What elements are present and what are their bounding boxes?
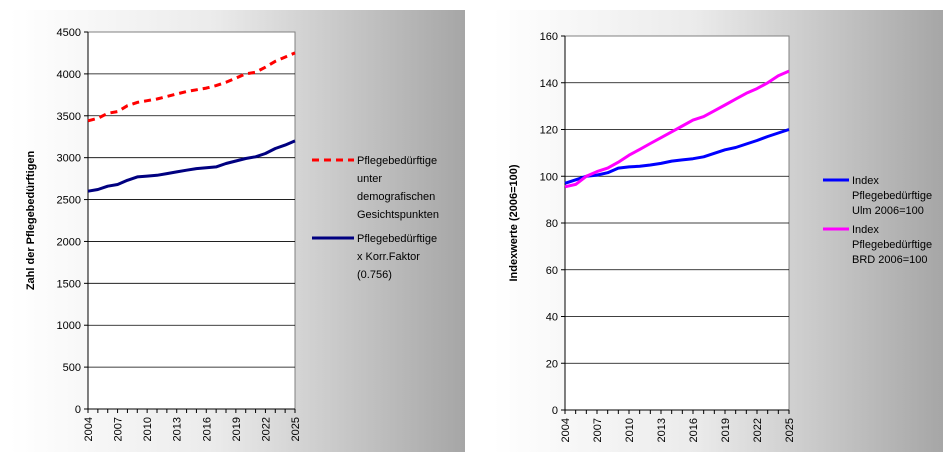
y-tick-label: 3500: [57, 111, 81, 123]
y-tick-label: 0: [75, 404, 81, 416]
x-tick-label: 2004: [560, 418, 572, 442]
series-line-2: [87, 139, 296, 193]
legend-label-1: Ulm 2006=100: [852, 205, 924, 217]
legend-label-1: unter: [357, 173, 382, 185]
legend-label-2: BRD 2006=100: [852, 254, 928, 266]
x-tick-label: 2010: [142, 417, 154, 441]
legend-label-2: x Korr.Faktor: [357, 251, 420, 263]
x-tick-label: 2022: [752, 418, 764, 442]
left-chart: 0 500 1000 1500 2000 2500 3000 3500 4000 4500 2004…: [10, 10, 465, 452]
legend-label-1: Pflegebedürftige: [357, 155, 437, 167]
y-axis-title: Indexwerte (2006=100): [508, 164, 520, 281]
legend-label-2: Pflegebedürftige: [852, 239, 932, 251]
series-line-2: [564, 69, 790, 189]
y-tick-label: 160: [540, 31, 558, 43]
x-tick-label: 2016: [201, 417, 213, 441]
x-tick-label: 2025: [290, 417, 302, 441]
plot-area: [87, 31, 296, 410]
right-chart: 0 20 40 60 80 100 120 140 160 2004 2007 2010 2013 201…: [493, 10, 943, 452]
x-tick-label: 2022: [260, 417, 272, 441]
y-tick-label: 1500: [57, 278, 81, 290]
y-tick-label: 500: [63, 362, 81, 374]
legend-label-1: Index: [852, 175, 879, 187]
x-tick-label: 2019: [720, 418, 732, 442]
y-tick-label: 2500: [57, 195, 81, 207]
x-tick-label: 2013: [656, 418, 668, 442]
x-tick-label: 2016: [688, 418, 700, 442]
y-tick-label: 20: [546, 358, 558, 370]
legend-label-2: (0.756): [357, 269, 392, 281]
right-chart-panel: 0 20 40 60 80 100 120 140 160 2004 2007 2010 2013 201…: [493, 10, 943, 452]
legend-label-1: demografischen: [357, 191, 435, 203]
y-tick-label: 2000: [57, 236, 81, 248]
y-tick-label: 3000: [57, 153, 81, 165]
y-axis-title: Zahl der Pflegebedürftigen: [25, 151, 37, 291]
x-tick-label: 2013: [172, 417, 184, 441]
y-tick-label: 60: [546, 265, 558, 277]
legend-label-1: Pflegebedürftige: [852, 190, 932, 202]
x-tick-label: 2004: [83, 417, 95, 441]
x-tick-label: 2019: [231, 417, 243, 441]
x-tick-label: 2025: [784, 418, 796, 442]
series-line-1: [564, 128, 790, 185]
y-tick-label: 4500: [57, 27, 81, 39]
x-tick-label: 2007: [113, 417, 125, 441]
x-tick-label: 2010: [624, 418, 636, 442]
legend-label-2: Index: [852, 224, 879, 236]
legend-label-1: Gesichtspunkten: [357, 209, 439, 221]
y-tick-label: 1000: [57, 320, 81, 332]
legend-label-2: Pflegebedürftige: [357, 233, 437, 245]
x-tick-label: 2007: [592, 418, 604, 442]
y-tick-label: 40: [546, 312, 558, 324]
series-line-1: [87, 51, 296, 123]
y-tick-label: 80: [546, 218, 558, 230]
y-tick-label: 100: [540, 171, 558, 183]
y-tick-label: 0: [552, 405, 558, 417]
left-chart-panel: 0 500 1000 1500 2000 2500 3000 3500 4000 4500 2004…: [10, 10, 465, 452]
y-tick-label: 4000: [57, 69, 81, 81]
y-tick-label: 120: [540, 125, 558, 137]
y-tick-label: 140: [540, 78, 558, 90]
